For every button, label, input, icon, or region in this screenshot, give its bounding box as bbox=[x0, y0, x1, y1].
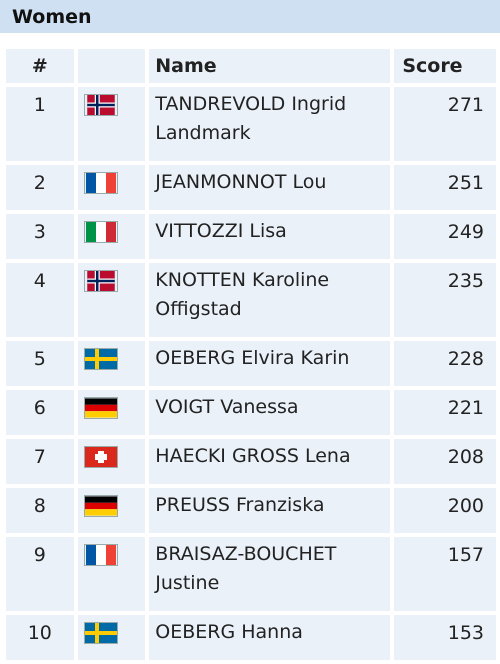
athlete-name-text: OEBERG Hanna bbox=[155, 621, 303, 643]
athlete-name-text: KNOTTEN Karoline Offigstad bbox=[155, 269, 330, 320]
athlete-name[interactable]: OEBERG Elvira Karin bbox=[149, 341, 391, 386]
score-cell: 251 bbox=[394, 165, 496, 210]
italy-flag-icon bbox=[83, 221, 118, 243]
table-header-row: # Name Score bbox=[6, 49, 496, 83]
score-cell: 271 bbox=[394, 87, 496, 161]
germany-flag-icon bbox=[83, 495, 118, 517]
score-cell: 157 bbox=[394, 537, 496, 611]
athlete-name[interactable]: VITTOZZI Lisa bbox=[149, 214, 391, 259]
table-row: 9 BRAISAZ-BOUCHET Justine 157 bbox=[6, 537, 496, 611]
table-row: 1 TANDREVOLD Ingrid Landmark 271 bbox=[6, 87, 496, 161]
athlete-name-text: HAECKI GROSS Lena bbox=[155, 445, 351, 467]
france-flag-icon bbox=[83, 172, 118, 194]
table-row: 2 JEANMONNOT Lou 251 bbox=[6, 165, 496, 210]
flag-cell bbox=[77, 87, 146, 161]
score-cell: 228 bbox=[394, 341, 496, 386]
table-row: 5 OEBERG Elvira Karin 228 bbox=[6, 341, 496, 386]
germany-flag-icon bbox=[83, 397, 118, 419]
score-cell: 249 bbox=[394, 214, 496, 259]
athlete-name-text: JEANMONNOT Lou bbox=[155, 171, 327, 193]
athlete-name[interactable]: PREUSS Franziska bbox=[149, 488, 391, 533]
table-row: 8 PREUSS Franziska 200 bbox=[6, 488, 496, 533]
score-cell: 235 bbox=[394, 263, 496, 337]
athlete-name[interactable]: BRAISAZ-BOUCHET Justine bbox=[149, 537, 391, 611]
column-header-name: Name bbox=[149, 49, 391, 83]
flag-cell bbox=[77, 165, 146, 210]
flag-cell bbox=[77, 615, 146, 660]
flag-cell bbox=[77, 488, 146, 533]
switzerland-flag-icon bbox=[83, 446, 118, 468]
rank-cell: 5 bbox=[6, 341, 74, 386]
section-header: Women bbox=[0, 0, 500, 33]
sweden-flag-icon bbox=[83, 622, 118, 644]
score-cell: 153 bbox=[394, 615, 496, 660]
athlete-name[interactable]: JEANMONNOT Lou bbox=[149, 165, 391, 210]
athlete-name[interactable]: KNOTTEN Karoline Offigstad bbox=[149, 263, 391, 337]
table-row: 10 OEBERG Hanna 153 bbox=[6, 615, 496, 660]
athlete-name-text: TANDREVOLD Ingrid Landmark bbox=[155, 93, 347, 144]
athlete-name[interactable]: VOIGT Vanessa bbox=[149, 390, 391, 435]
rank-cell: 2 bbox=[6, 165, 74, 210]
norway-flag-icon bbox=[83, 94, 118, 116]
athlete-name-text: VITTOZZI Lisa bbox=[155, 220, 287, 242]
rank-cell: 4 bbox=[6, 263, 74, 337]
athlete-name[interactable]: TANDREVOLD Ingrid Landmark bbox=[149, 87, 391, 161]
sweden-flag-icon bbox=[83, 348, 118, 370]
flag-cell bbox=[77, 263, 146, 337]
athlete-name[interactable]: OEBERG Hanna bbox=[149, 615, 391, 660]
score-cell: 221 bbox=[394, 390, 496, 435]
athlete-name-text: VOIGT Vanessa bbox=[155, 396, 299, 418]
athlete-name-text: OEBERG Elvira Karin bbox=[155, 347, 350, 369]
france-flag-icon bbox=[83, 544, 118, 566]
rank-cell: 9 bbox=[6, 537, 74, 611]
norway-flag-icon bbox=[83, 270, 118, 292]
rank-cell: 7 bbox=[6, 439, 74, 484]
rank-cell: 10 bbox=[6, 615, 74, 660]
flag-cell bbox=[77, 537, 146, 611]
column-header-rank: # bbox=[6, 49, 74, 83]
table-row: 6 VOIGT Vanessa 221 bbox=[6, 390, 496, 435]
section-title: Women bbox=[12, 6, 92, 28]
flag-cell bbox=[77, 341, 146, 386]
table-row: 3 VITTOZZI Lisa 249 bbox=[6, 214, 496, 259]
rank-cell: 8 bbox=[6, 488, 74, 533]
athlete-name-text: BRAISAZ-BOUCHET Justine bbox=[155, 543, 337, 594]
flag-cell bbox=[77, 439, 146, 484]
flag-cell bbox=[77, 390, 146, 435]
athlete-name[interactable]: HAECKI GROSS Lena bbox=[149, 439, 391, 484]
table-row: 7 HAECKI GROSS Lena 208 bbox=[6, 439, 496, 484]
athlete-name-text: PREUSS Franziska bbox=[155, 494, 325, 516]
score-cell: 200 bbox=[394, 488, 496, 533]
flag-cell bbox=[77, 214, 146, 259]
rank-cell: 1 bbox=[6, 87, 74, 161]
score-cell: 208 bbox=[394, 439, 496, 484]
column-header-flag bbox=[77, 49, 146, 83]
column-header-score: Score bbox=[394, 49, 496, 83]
ranking-table: # Name Score 1 TANDREVOLD Ingrid Landmar… bbox=[2, 45, 500, 664]
rank-cell: 6 bbox=[6, 390, 74, 435]
rank-cell: 3 bbox=[6, 214, 74, 259]
table-row: 4 KNOTTEN Karoline Offigstad 235 bbox=[6, 263, 496, 337]
